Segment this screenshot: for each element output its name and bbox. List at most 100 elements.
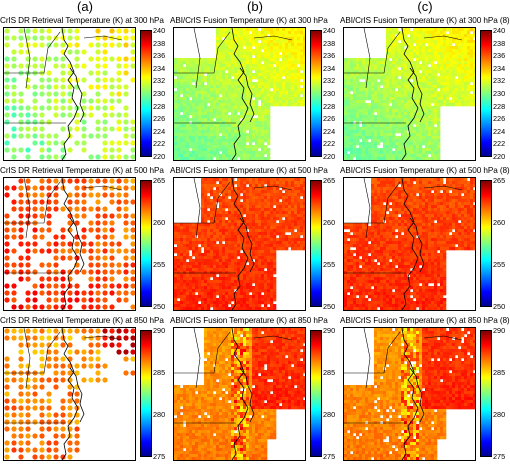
panel-title: ABI/CrIS Fusion Temperature (K) at 500 h… (340, 166, 510, 175)
colorbar-ticks: 240 238 236 234 232 230 228 226 224 222 220 (153, 26, 170, 158)
colorbar-tick-label: 280 (153, 410, 165, 419)
column-label-b: (b) (170, 0, 340, 14)
temperature-field (4, 328, 135, 459)
panel-title: ABI/CrIS Fusion Temperature (K) at 300 h… (340, 16, 510, 25)
temperature-field (344, 328, 475, 460)
temperature-field (344, 178, 475, 310)
colorbar-tick-label: 260 (153, 218, 165, 227)
colorbar-tick-label: 230 (323, 89, 335, 98)
panel-title: CrIS DR Retrieval Temperature (K) at 300… (0, 16, 170, 25)
map-canvas (4, 28, 135, 160)
colorbar-tick-label: 222 (493, 139, 505, 148)
colorbar-tick-label: 232 (153, 76, 165, 85)
panel-b-850hpa: ABI/CrIS Fusion Temperature (K) at 850 h… (170, 314, 340, 466)
colorbar-tick-label: 285 (323, 368, 335, 377)
temperature-map (3, 27, 136, 161)
panel-c-850hpa: ABI/CrIS Fusion Temperature (K) at 850 h… (340, 314, 510, 466)
colorbar (140, 30, 152, 157)
colorbar-tick-label: 230 (493, 89, 505, 98)
column-label-c: (c) (340, 0, 510, 14)
colorbar-tick-label: 236 (323, 51, 335, 60)
colorbar-tick-label: 250 (493, 302, 505, 311)
colorbar-tick-label: 265 (153, 176, 165, 185)
colorbar-tick-label: 275 (493, 452, 505, 461)
colorbar (480, 330, 492, 457)
temperature-field (4, 28, 135, 159)
temperature-map (173, 327, 306, 461)
map-canvas (4, 178, 135, 310)
panel-b-300hpa: ABI/CrIS Fusion Temperature (K) at 300 h… (170, 14, 340, 166)
temperature-map (3, 177, 136, 311)
colorbar-tick-label: 228 (493, 102, 505, 111)
colorbar (310, 180, 322, 307)
colorbar-tick-label: 265 (493, 176, 505, 185)
panel-a-300hpa: CrIS DR Retrieval Temperature (K) at 300… (0, 14, 170, 166)
temperature-map (343, 27, 476, 161)
colorbar-tick-label: 238 (493, 39, 505, 48)
temperature-field (174, 328, 305, 460)
colorbar-tick-label: 290 (153, 326, 165, 335)
colorbar-tick-label: 220 (493, 152, 505, 161)
state-border (364, 328, 370, 388)
colorbar-tick-label: 226 (153, 114, 165, 123)
colorbar-tick-label: 255 (153, 260, 165, 269)
colorbar-tick-label: 230 (153, 89, 165, 98)
colorbar (140, 330, 152, 457)
colorbar-tick-label: 238 (323, 39, 335, 48)
panel-title: ABI/CrIS Fusion Temperature (K) at 850 h… (170, 316, 340, 325)
colorbar-tick-label: 226 (493, 114, 505, 123)
colorbar-tick-label: 290 (493, 326, 505, 335)
panel-title: ABI/CrIS Fusion Temperature (K) at 850 h… (340, 316, 510, 325)
temperature-map (173, 27, 306, 161)
map-canvas (344, 178, 475, 310)
colorbar-ticks: 265 260 255 250 (153, 176, 170, 308)
temperature-map (173, 177, 306, 311)
panel-title: CrIS DR Retrieval Temperature (K) at 850… (0, 316, 170, 325)
map-canvas (174, 178, 305, 310)
colorbar-tick-label: 220 (153, 152, 165, 161)
panel-a-850hpa: CrIS DR Retrieval Temperature (K) at 850… (0, 314, 170, 466)
colorbar-tick-label: 238 (153, 39, 165, 48)
colorbar-tick-label: 232 (493, 76, 505, 85)
colorbar-tick-label: 222 (153, 139, 165, 148)
colorbar-tick-label: 234 (153, 64, 165, 73)
panel-b-500hpa: ABI/CrIS Fusion Temperature (K) at 500 h… (170, 164, 340, 316)
colorbar-tick-label: 236 (153, 51, 165, 60)
colorbar-tick-label: 285 (493, 368, 505, 377)
colorbar-tick-label: 260 (323, 218, 335, 227)
colorbar-tick-label: 250 (153, 302, 165, 311)
panel-title: ABI/CrIS Fusion Temperature (K) at 300 h… (170, 16, 340, 25)
colorbar-tick-label: 240 (493, 26, 505, 35)
temperature-map (3, 327, 136, 461)
colorbar-tick-label: 275 (323, 452, 335, 461)
colorbar-tick-label: 226 (323, 114, 335, 123)
map-canvas (174, 328, 305, 460)
colorbar-tick-label: 255 (493, 260, 505, 269)
colorbar-tick-label: 234 (323, 64, 335, 73)
colorbar-tick-label: 232 (323, 76, 335, 85)
map-canvas (174, 28, 305, 160)
colorbar-tick-label: 280 (323, 410, 335, 419)
colorbar-tick-label: 228 (323, 102, 335, 111)
colorbar-tick-label: 234 (493, 64, 505, 73)
colorbar-tick-label: 224 (493, 127, 505, 136)
column-label-a: (a) (0, 0, 170, 14)
map-canvas (344, 28, 475, 160)
colorbar-tick-label: 255 (323, 260, 335, 269)
panel-a-500hpa: CrIS DR Retrieval Temperature (K) at 500… (0, 164, 170, 316)
colorbar-tick-label: 228 (153, 102, 165, 111)
colorbar-tick-label: 240 (323, 26, 335, 35)
panel-c-300hpa: ABI/CrIS Fusion Temperature (K) at 300 h… (340, 14, 510, 166)
colorbar (310, 330, 322, 457)
colorbar-tick-label: 240 (153, 26, 165, 35)
colorbar-tick-label: 260 (493, 218, 505, 227)
colorbar-tick-label: 224 (153, 127, 165, 136)
colorbar-tick-label: 250 (323, 302, 335, 311)
colorbar-tick-label: 275 (153, 452, 165, 461)
colorbar-tick-label: 220 (323, 152, 335, 161)
